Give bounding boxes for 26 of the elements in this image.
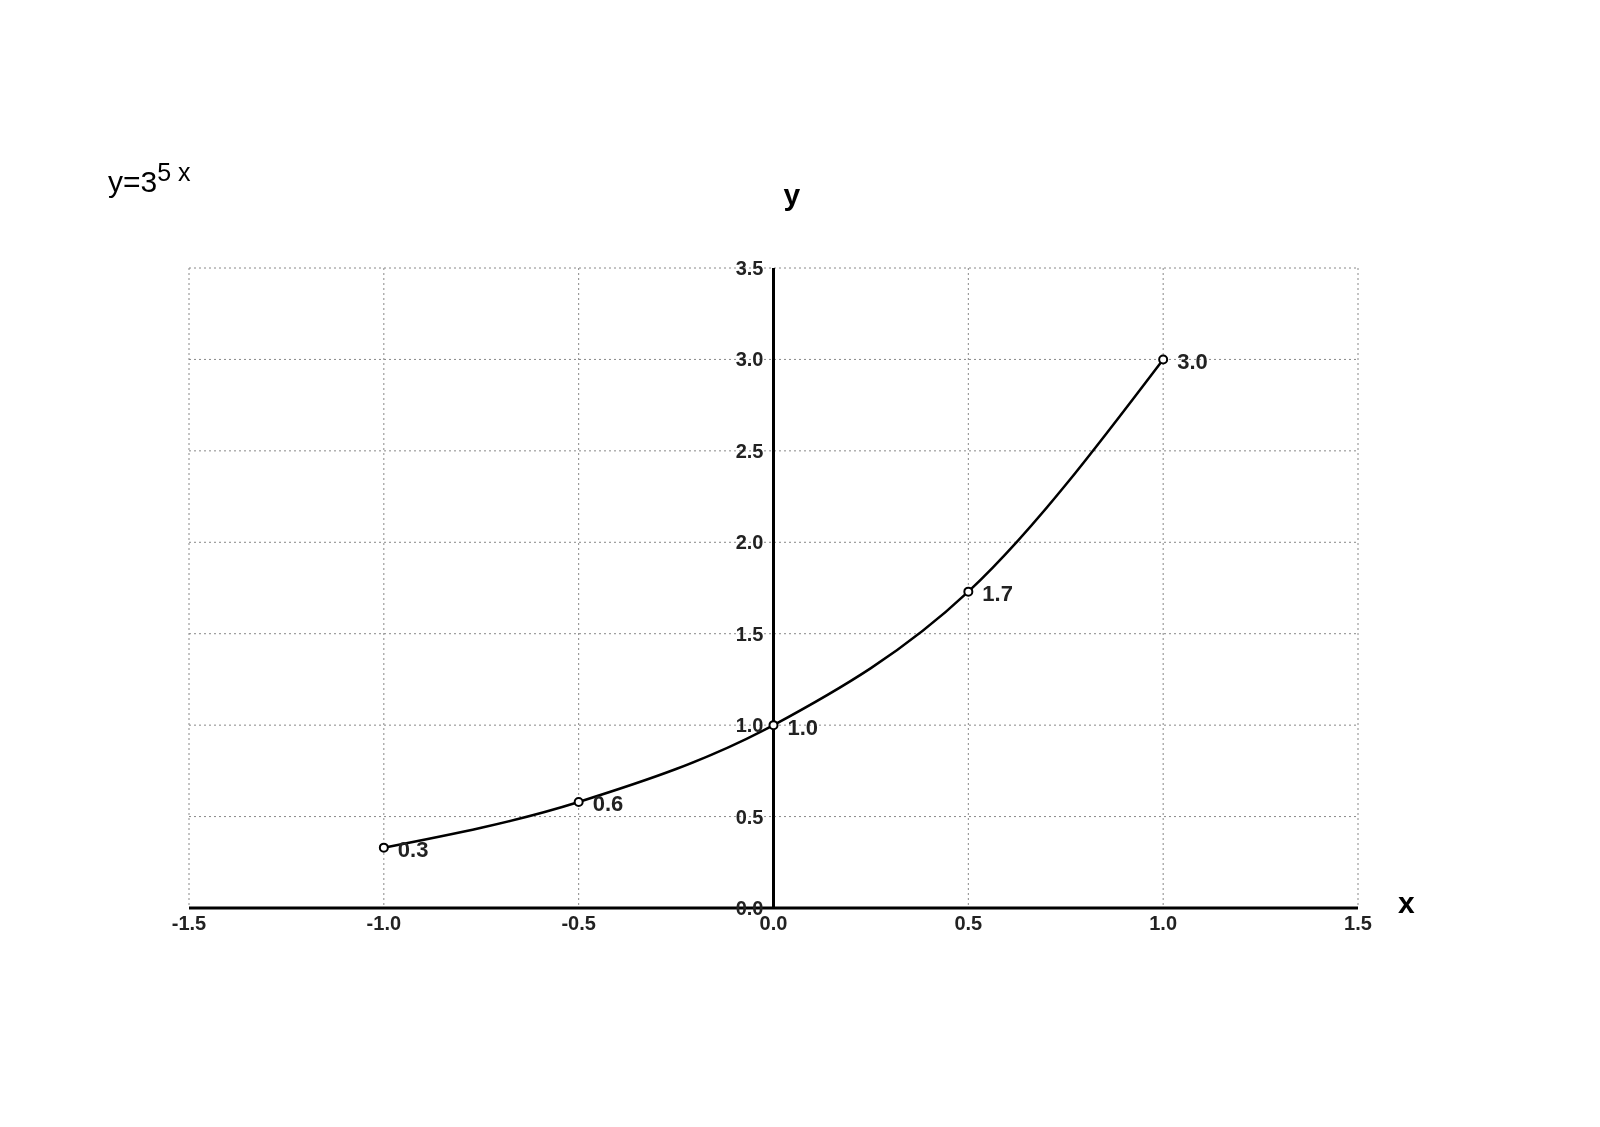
x-tick-label: 1.0 [1149, 912, 1178, 935]
y-tick-label: 2.5 [735, 439, 764, 462]
y-tick-label: 3.5 [735, 257, 764, 279]
x-axis-title: x [1398, 886, 1415, 920]
point [768, 720, 779, 731]
x-tick-label: -1.0 [366, 912, 402, 935]
y-tick-label: 1.5 [735, 622, 764, 645]
data-label: 0.3 [397, 837, 429, 863]
x-tick-label: -0.5 [561, 912, 596, 935]
y-axis-title: y [783, 178, 801, 212]
data-label: 3.0 [1177, 348, 1208, 374]
y-tick-label: 3.0 [735, 348, 764, 371]
data-label: 1.0 [787, 714, 819, 740]
data-label: 1.7 [982, 581, 1013, 607]
point [378, 842, 389, 853]
y-tick-label: 2.0 [735, 531, 764, 554]
chart-title: y=3$^{5 x}$ [108, 158, 191, 199]
y-tick-label: 0.5 [735, 805, 764, 828]
x-tick-label: -1.5 [171, 912, 207, 935]
data-label: 0.6 [592, 791, 624, 817]
x-tick-label: 1.5 [1344, 912, 1372, 935]
point [573, 796, 584, 807]
y-tick-label: 1.0 [735, 714, 764, 737]
point [1158, 354, 1169, 365]
point [963, 586, 974, 597]
x-tick-label: 0.5 [954, 912, 983, 935]
